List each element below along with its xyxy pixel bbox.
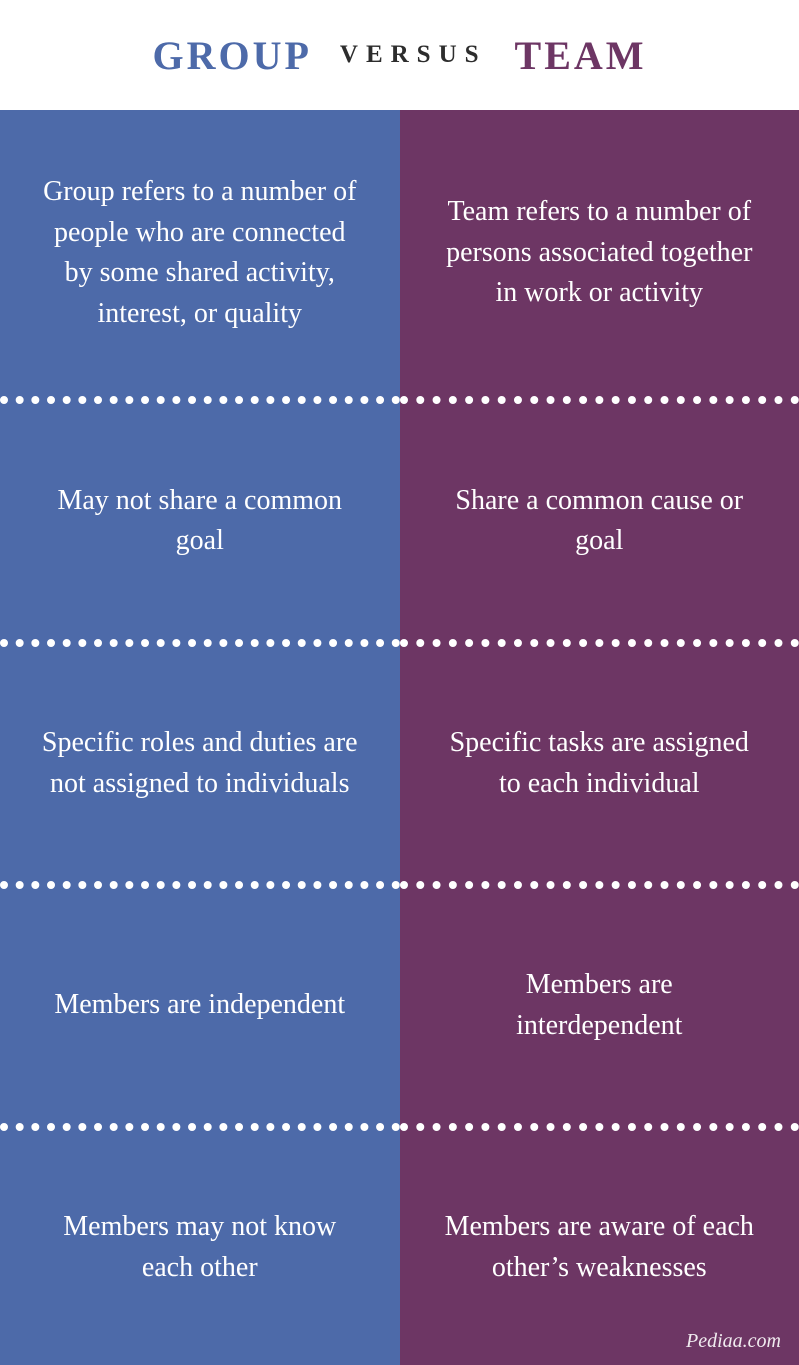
team-cell-2: Specific tasks are assigned to each indi…: [400, 647, 799, 881]
group-cell-1: May not share a common goal: [0, 404, 400, 638]
group-cell-3: Members are independent: [0, 889, 400, 1123]
group-cell-text: May not share a common goal: [40, 481, 360, 562]
comparison-columns: Group refers to a number of people who a…: [0, 110, 799, 1365]
comparison-header: GROUP VERSUS TEAM: [0, 0, 799, 110]
group-cell-4: Members may not know each other: [0, 1131, 400, 1365]
group-cell-2: Specific roles and duties are not assign…: [0, 647, 400, 881]
team-cell-1: Share a common cause or goal: [400, 404, 799, 638]
group-cell-text: Members are independent: [54, 985, 345, 1026]
team-cell-0: Team refers to a number of persons assoc…: [400, 110, 799, 396]
header-left-title: GROUP: [152, 32, 311, 79]
team-cell-text: Share a common cause or goal: [440, 481, 760, 562]
column-group: Group refers to a number of people who a…: [0, 110, 400, 1365]
team-cell-text: Team refers to a number of persons assoc…: [440, 192, 760, 314]
divider: [400, 639, 799, 647]
team-cell-text: Specific tasks are assigned to each indi…: [440, 723, 760, 804]
team-cell-3: Members are interdependent: [400, 889, 799, 1123]
team-cell-text: Members are interdependent: [440, 965, 760, 1046]
header-versus-label: VERSUS: [340, 41, 487, 69]
header-right-title: TEAM: [515, 32, 647, 79]
attribution-label: Pediaa.com: [686, 1330, 781, 1353]
team-cell-text: Members are aware of each other’s weakne…: [440, 1207, 760, 1288]
divider: [0, 1123, 400, 1131]
group-cell-text: Specific roles and duties are not assign…: [40, 723, 360, 804]
divider: [400, 1123, 799, 1131]
group-cell-0: Group refers to a number of people who a…: [0, 110, 400, 396]
column-team: Team refers to a number of persons assoc…: [400, 110, 799, 1365]
divider: [400, 396, 799, 404]
group-cell-text: Members may not know each other: [40, 1207, 360, 1288]
divider: [0, 396, 400, 404]
group-cell-text: Group refers to a number of people who a…: [40, 172, 360, 334]
divider: [0, 639, 400, 647]
divider: [0, 881, 400, 889]
divider: [400, 881, 799, 889]
